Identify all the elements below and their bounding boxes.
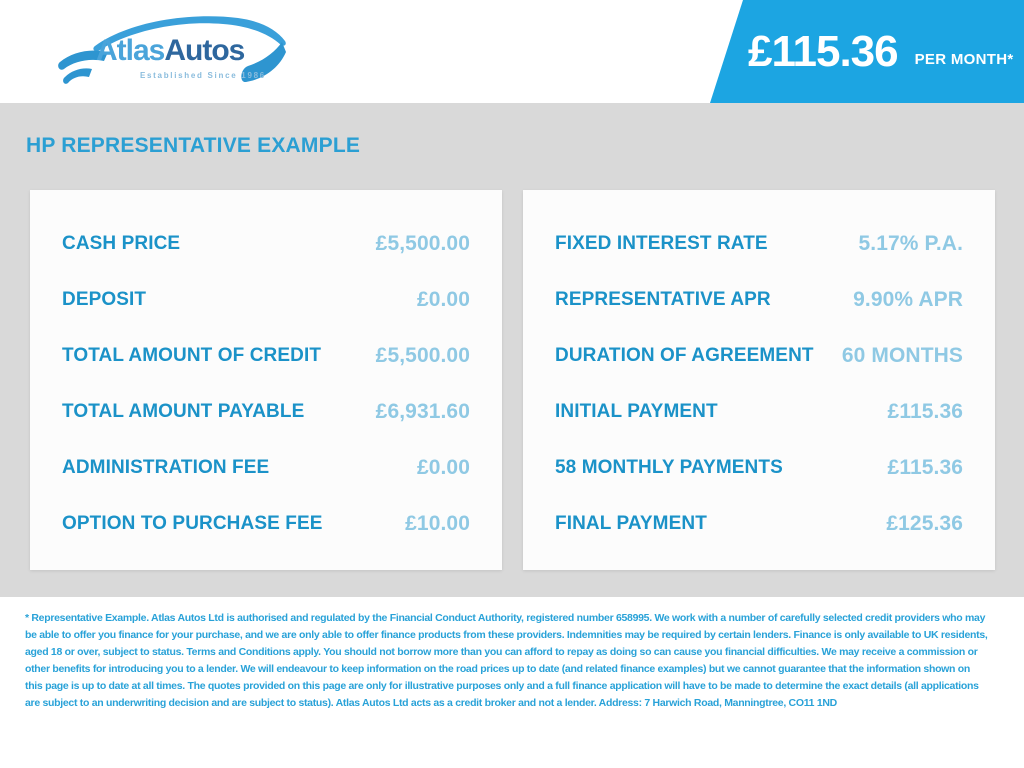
finance-value: £0.00 — [416, 456, 470, 479]
logo-word-autos: Autos — [164, 34, 245, 67]
finance-label: INITIAL PAYMENT — [555, 401, 718, 422]
finance-label: FINAL PAYMENT — [555, 513, 707, 534]
finance-value: £6,931.60 — [375, 400, 470, 423]
finance-value: 60 MONTHS — [841, 344, 963, 367]
finance-row: FINAL PAYMENT £125.36 — [555, 496, 963, 552]
finance-label: 58 MONTHLY PAYMENTS — [555, 457, 783, 478]
finance-row: 58 MONTHLY PAYMENTS £115.36 — [555, 440, 963, 496]
finance-row: CASH PRICE £5,500.00 — [62, 216, 470, 272]
finance-label: FIXED INTEREST RATE — [555, 233, 768, 254]
finance-label: CASH PRICE — [62, 233, 181, 254]
monthly-price-amount: £115.36 — [748, 26, 899, 76]
finance-row: FIXED INTEREST RATE 5.17% P.A. — [555, 216, 963, 272]
finance-value: 5.17% P.A. — [858, 232, 963, 255]
finance-row: TOTAL AMOUNT OF CREDIT £5,500.00 — [62, 328, 470, 384]
finance-label: TOTAL AMOUNT PAYABLE — [62, 401, 305, 422]
finance-card-right: FIXED INTEREST RATE 5.17% P.A. REPRESENT… — [523, 190, 995, 570]
finance-row: DEPOSIT £0.00 — [62, 272, 470, 328]
finance-row: TOTAL AMOUNT PAYABLE £6,931.60 — [62, 384, 470, 440]
atlas-autos-logo: AtlasAutos Established Since 1986 — [58, 10, 288, 98]
page-title: HP REPRESENTATIVE EXAMPLE — [26, 134, 361, 157]
finance-cards: CASH PRICE £5,500.00 DEPOSIT £0.00 TOTAL… — [30, 190, 995, 570]
finance-body: HP REPRESENTATIVE EXAMPLE CASH PRICE £5,… — [0, 103, 1024, 597]
finance-value: £10.00 — [405, 512, 470, 535]
representative-example-disclaimer: * Representative Example. Atlas Autos Lt… — [25, 612, 988, 709]
monthly-price-period: PER MONTH* — [914, 51, 1014, 68]
finance-value: £115.36 — [887, 400, 963, 423]
finance-card-left: CASH PRICE £5,500.00 DEPOSIT £0.00 TOTAL… — [30, 190, 502, 570]
header: AtlasAutos Established Since 1986 £115.3… — [0, 0, 1024, 103]
finance-label: DEPOSIT — [62, 289, 147, 310]
finance-row: REPRESENTATIVE APR 9.90% APR — [555, 272, 963, 328]
finance-label: DURATION OF AGREEMENT — [555, 345, 814, 366]
finance-label: OPTION TO PURCHASE FEE — [62, 513, 323, 534]
car-swoosh-icon — [58, 16, 286, 84]
finance-label: REPRESENTATIVE APR — [555, 289, 771, 310]
footer: * Representative Example. Atlas Autos Lt… — [0, 597, 1024, 768]
logo-wordmark: AtlasAutos — [96, 34, 245, 68]
finance-value: £5,500.00 — [375, 344, 470, 367]
finance-row: ADMINISTRATION FEE £0.00 — [62, 440, 470, 496]
finance-value: £5,500.00 — [375, 232, 470, 255]
finance-row: OPTION TO PURCHASE FEE £10.00 — [62, 496, 470, 552]
finance-label: TOTAL AMOUNT OF CREDIT — [62, 345, 322, 366]
finance-value: £0.00 — [416, 288, 470, 311]
finance-row: INITIAL PAYMENT £115.36 — [555, 384, 963, 440]
monthly-price-banner: £115.36 PER MONTH* — [710, 0, 1024, 103]
finance-value: £115.36 — [887, 456, 963, 479]
finance-value: £125.36 — [886, 512, 963, 535]
logo-word-atlas: Atlas — [96, 34, 165, 67]
finance-row: DURATION OF AGREEMENT 60 MONTHS — [555, 328, 963, 384]
finance-value: 9.90% APR — [853, 288, 963, 311]
logo-tagline: Established Since 1986 — [140, 71, 266, 80]
finance-label: ADMINISTRATION FEE — [62, 457, 270, 478]
